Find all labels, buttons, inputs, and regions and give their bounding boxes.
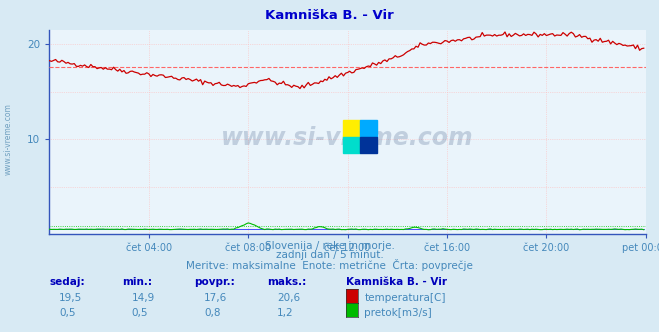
Text: 0,5: 0,5	[132, 308, 148, 318]
Text: 1,2: 1,2	[277, 308, 293, 318]
Text: temperatura[C]: temperatura[C]	[364, 293, 446, 303]
Bar	[360, 120, 376, 137]
Text: pretok[m3/s]: pretok[m3/s]	[364, 308, 432, 318]
Text: sedaj:: sedaj:	[49, 277, 85, 287]
Text: 19,5: 19,5	[59, 293, 82, 303]
Text: Kamniška B. - Vir: Kamniška B. - Vir	[265, 9, 394, 22]
Text: zadnji dan / 5 minut.: zadnji dan / 5 minut.	[275, 250, 384, 260]
Text: www.si-vreme.com: www.si-vreme.com	[3, 104, 13, 175]
Text: 20,6: 20,6	[277, 293, 300, 303]
Text: Slovenija / reke in morje.: Slovenija / reke in morje.	[264, 241, 395, 251]
Text: Kamniška B. - Vir: Kamniška B. - Vir	[346, 277, 447, 287]
Text: maks.:: maks.:	[267, 277, 306, 287]
Text: min.:: min.:	[122, 277, 152, 287]
Bar	[360, 137, 376, 153]
Text: 14,9: 14,9	[132, 293, 155, 303]
Text: www.si-vreme.com: www.si-vreme.com	[221, 126, 474, 150]
Text: 0,8: 0,8	[204, 308, 221, 318]
Text: povpr.:: povpr.:	[194, 277, 235, 287]
Text: Meritve: maksimalne  Enote: metrične  Črta: povprečje: Meritve: maksimalne Enote: metrične Črta…	[186, 259, 473, 271]
Text: 17,6: 17,6	[204, 293, 227, 303]
Text: 0,5: 0,5	[59, 308, 76, 318]
Bar	[343, 137, 360, 153]
Bar	[343, 120, 360, 137]
